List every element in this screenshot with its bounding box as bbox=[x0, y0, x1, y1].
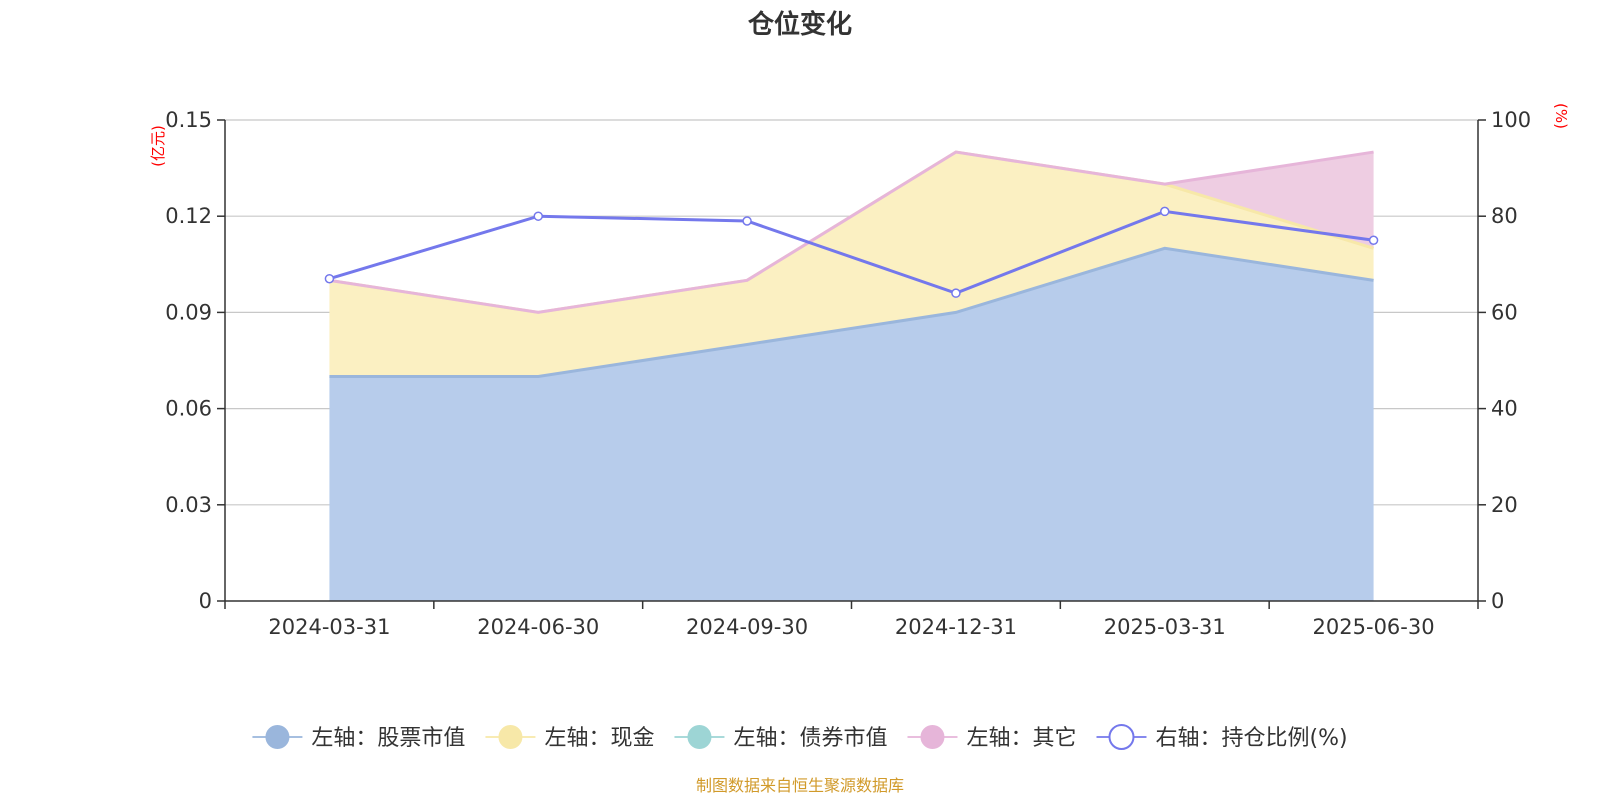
right-y-tick-label: 60 bbox=[1491, 300, 1518, 324]
right-y-tick-label: 20 bbox=[1491, 493, 1518, 517]
x-tick-label: 2024-03-31 bbox=[268, 615, 390, 639]
right-axis-unit: (%) bbox=[1552, 103, 1570, 129]
ratio-point[interactable] bbox=[742, 216, 752, 226]
legend-item[interactable]: 左轴：其它 bbox=[907, 725, 1076, 751]
left-axis-unit: (亿元) bbox=[149, 125, 167, 167]
right-y-tick-label: 40 bbox=[1491, 397, 1518, 421]
legend-item[interactable]: 左轴：现金 bbox=[485, 725, 654, 751]
x-tick-label: 2024-06-30 bbox=[477, 615, 599, 639]
ratio-point[interactable] bbox=[1368, 235, 1379, 245]
right-y-tick-label: 80 bbox=[1491, 204, 1518, 228]
legend-item[interactable]: 左轴：股票市值 bbox=[252, 725, 465, 751]
legend-item[interactable]: 左轴：债券市值 bbox=[674, 725, 887, 751]
left-y-tick-label: 0.06 bbox=[165, 397, 212, 421]
area-edge-左轴：其它 bbox=[329, 150, 1374, 314]
legend-marker bbox=[1108, 724, 1135, 750]
x-tick-label: 2025-03-31 bbox=[1104, 615, 1226, 639]
legend-marker bbox=[265, 725, 290, 749]
right-y-tick-label: 100 bbox=[1491, 108, 1531, 132]
left-y-tick-label: 0 bbox=[199, 589, 212, 613]
area-左轴：现金 bbox=[329, 152, 1374, 377]
chart-title: 仓位变化 bbox=[747, 9, 852, 40]
ratio-point[interactable] bbox=[1160, 206, 1170, 217]
legend-marker bbox=[920, 725, 945, 749]
legend-label: 左轴：债券市值 bbox=[733, 726, 887, 751]
ratio-point[interactable] bbox=[533, 211, 543, 221]
left-y-tick-label: 0.12 bbox=[165, 204, 212, 228]
legend-label: 左轴：股票市值 bbox=[311, 726, 465, 751]
area-左轴：股票市值 bbox=[329, 248, 1374, 601]
x-tick-label: 2024-12-31 bbox=[895, 615, 1017, 639]
area-edge-左轴：股票市值 bbox=[329, 246, 1374, 379]
legend-marker bbox=[498, 725, 523, 749]
ratio-line-path bbox=[328, 209, 1374, 295]
legend-item[interactable]: 右轴：持仓比例(%) bbox=[1096, 724, 1348, 751]
legend-label: 右轴：持仓比例(%) bbox=[1155, 726, 1347, 751]
x-tick-label: 2024-09-30 bbox=[686, 615, 808, 639]
left-y-tick-label: 0.15 bbox=[165, 108, 212, 132]
x-tick-label: 2025-06-30 bbox=[1313, 615, 1435, 639]
right-y-tick-label: 0 bbox=[1491, 589, 1504, 613]
axes: 2024-03-31 2024-06-30 2024-09-30 2024-12-31… bbox=[165, 108, 1531, 639]
left-y-tick-label: 0.03 bbox=[165, 493, 212, 517]
legend[interactable]: 左轴：股票市值 左轴：现金 左轴：债券市值 左轴：其它 右轴：持仓比例(%) bbox=[252, 724, 1348, 751]
ratio-line bbox=[324, 206, 1379, 298]
ratio-point[interactable] bbox=[951, 288, 961, 298]
legend-label: 左轴：其它 bbox=[966, 726, 1076, 751]
ratio-point[interactable] bbox=[324, 273, 335, 284]
left-y-tick-label: 0.09 bbox=[165, 300, 212, 324]
data-source-note: 制图数据来自恒生聚源数据库 bbox=[696, 776, 904, 795]
stacked-areas bbox=[329, 150, 1375, 601]
legend-label: 左轴：现金 bbox=[544, 726, 654, 751]
legend-marker bbox=[687, 725, 712, 749]
